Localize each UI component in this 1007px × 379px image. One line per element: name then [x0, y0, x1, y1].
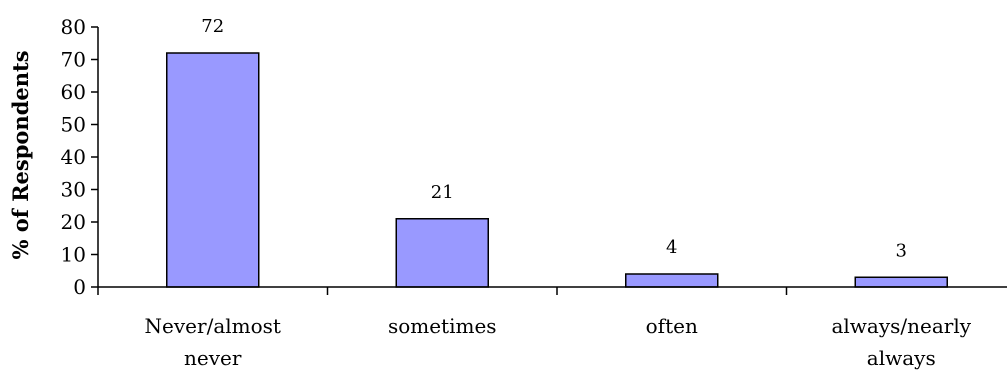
x-category-label: Never/almost never	[145, 314, 281, 370]
y-tick-label: 70	[61, 48, 86, 72]
y-axis-ticks: 0 10 20 30 40 50 60 70 80	[61, 15, 788, 299]
bar	[395, 218, 489, 288]
x-category-label: often	[646, 314, 698, 338]
y-tick-label: 80	[61, 15, 86, 39]
x-category-label: sometimes	[388, 314, 497, 338]
bar	[854, 276, 948, 288]
y-tick-label: 50	[61, 113, 86, 137]
data-label: 4	[666, 237, 677, 258]
bar	[625, 273, 719, 288]
data-label: 21	[431, 182, 454, 203]
bar	[166, 52, 260, 288]
y-axis-title: % of Respondents	[8, 50, 33, 259]
data-label: 72	[201, 16, 224, 37]
x-category-label: always/nearly always	[831, 314, 971, 370]
y-tick-label: 20	[61, 210, 86, 234]
data-label: 3	[896, 240, 907, 261]
y-tick-label: 30	[61, 178, 86, 202]
y-tick-label: 60	[61, 80, 86, 104]
bars	[166, 52, 948, 288]
x-axis-categories: Never/almost never sometimes often always/ne…	[145, 314, 972, 370]
y-tick-label: 0	[73, 275, 86, 299]
data-labels: 72 21 4 3	[201, 16, 907, 261]
y-tick-label: 10	[61, 243, 86, 267]
y-tick-label: 40	[61, 145, 86, 169]
